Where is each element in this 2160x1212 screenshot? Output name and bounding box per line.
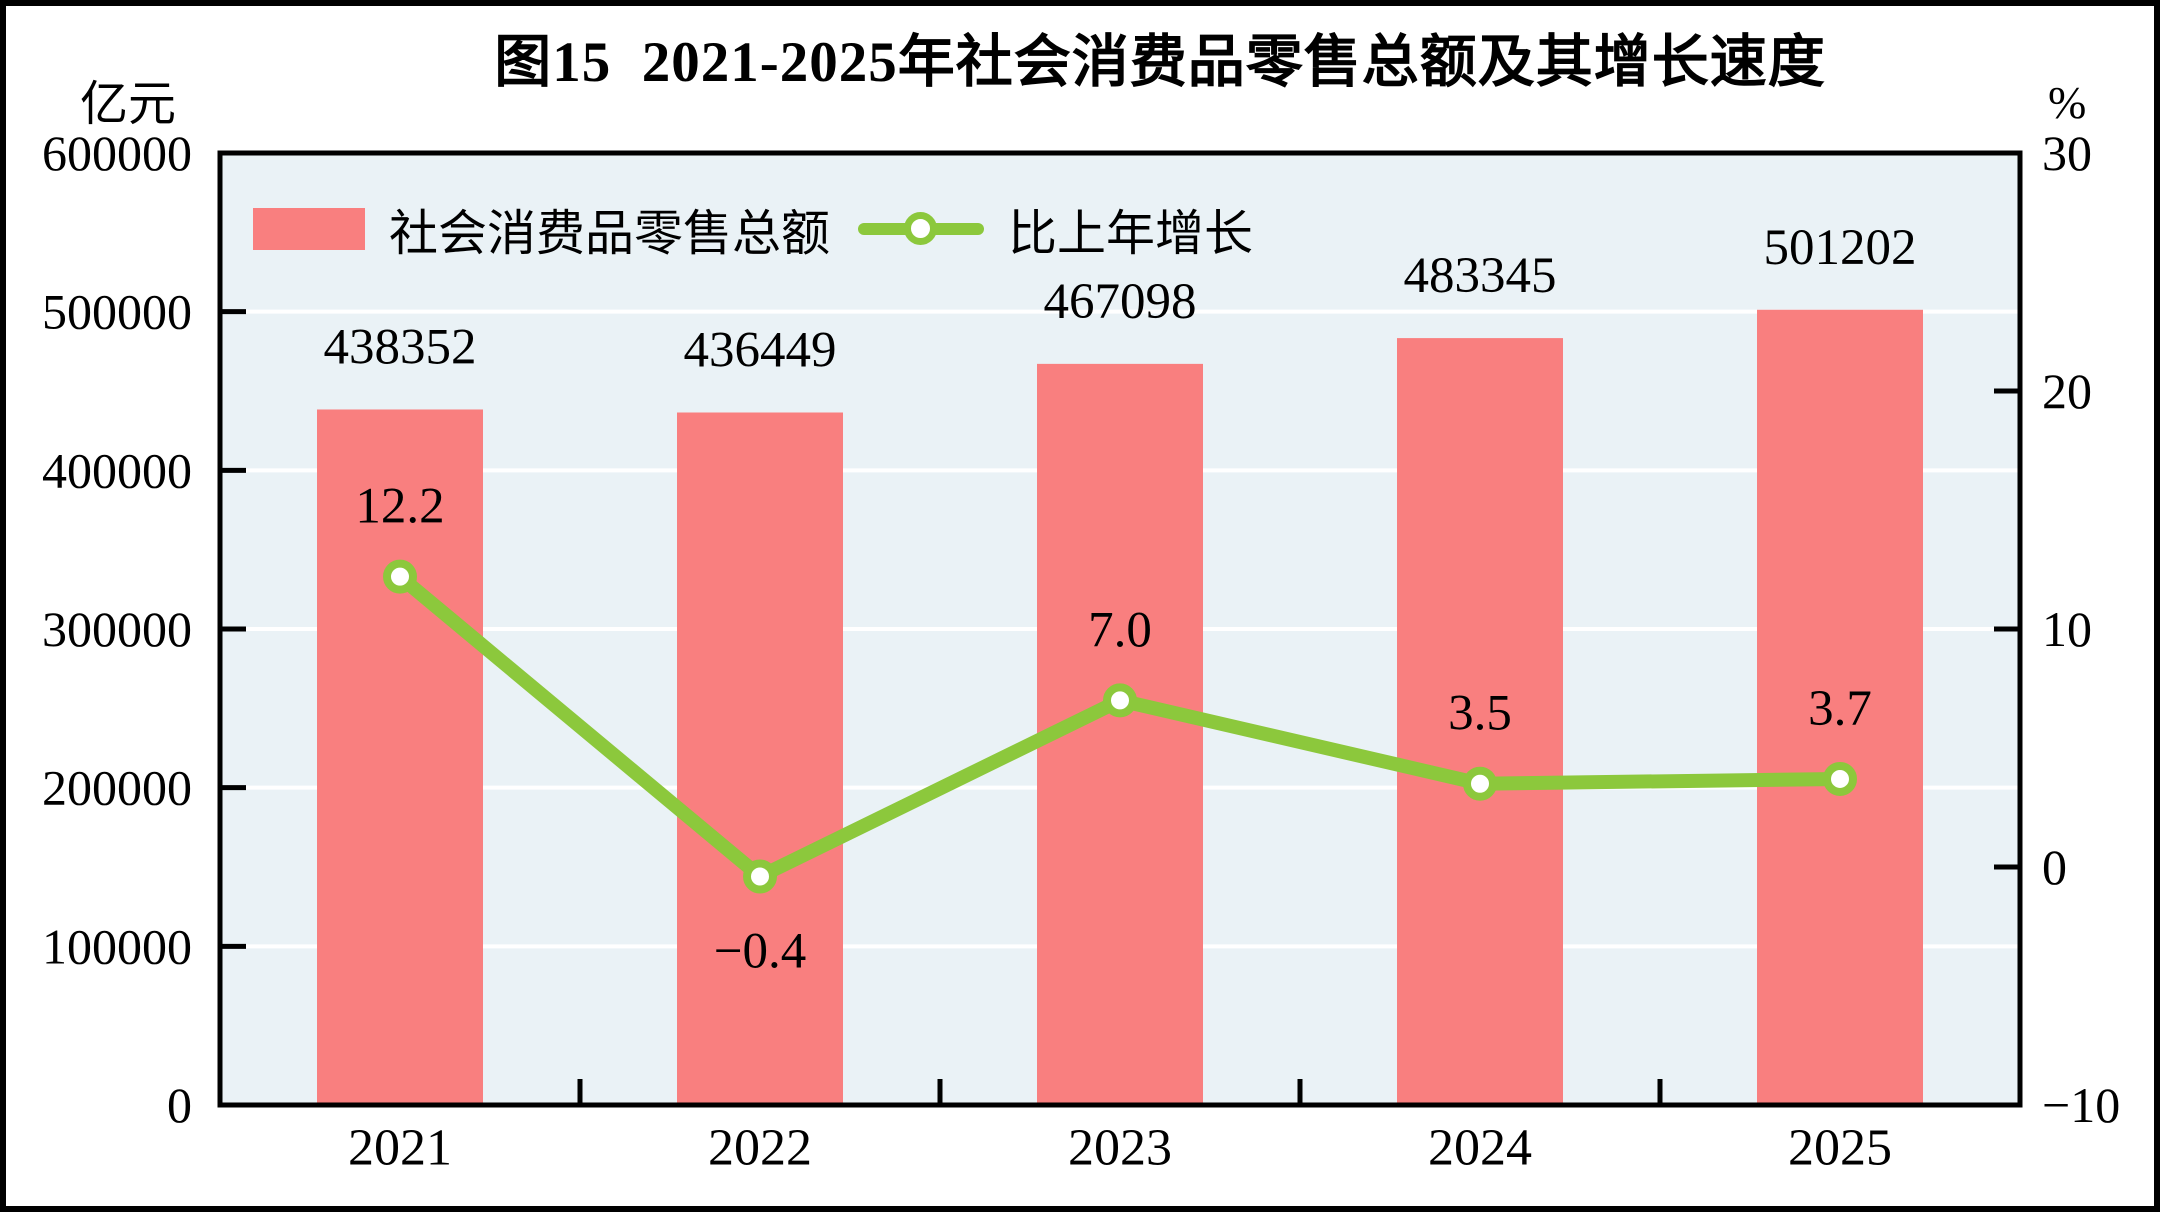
bar-2021 — [317, 409, 483, 1105]
growth-value-label-2025: 3.7 — [1808, 681, 1872, 737]
left-axis-tick-label: 500000 — [42, 284, 192, 340]
legend-bar-label: 社会消费品零售总额 — [389, 205, 831, 261]
left-axis-tick-label: 200000 — [42, 760, 192, 816]
x-axis-label-2025: 2025 — [1788, 1120, 1892, 1177]
growth-value-label-2023: 7.0 — [1088, 602, 1152, 658]
x-axis-label-2021: 2021 — [348, 1120, 452, 1177]
right-axis-tick-label: 30 — [2042, 125, 2092, 181]
growth-value-label-2024: 3.5 — [1448, 686, 1512, 742]
bar-2022 — [677, 412, 843, 1105]
legend-line-marker-icon — [858, 212, 985, 246]
right-axis-tick-label: −10 — [2042, 1077, 2120, 1133]
legend-marker-circle-icon — [904, 212, 938, 245]
left-axis-tick-label: 600000 — [42, 125, 192, 181]
left-axis-tick-label: 400000 — [42, 442, 192, 498]
bar-value-label-2024: 483345 — [1404, 248, 1557, 304]
legend-line-label: 比上年增长 — [1008, 205, 1254, 261]
growth-marker-2023 — [1103, 683, 1137, 718]
bar-value-label-2023: 467098 — [1044, 274, 1197, 330]
right-axis-tick-label: 0 — [2042, 839, 2067, 895]
legend: 社会消费品零售总额 比上年增长 — [253, 201, 1253, 261]
chart-title: 图15 2021-2025年社会消费品零售总额及其增长速度 — [494, 31, 1826, 94]
legend-bar-swatch-icon — [253, 208, 365, 250]
right-axis-tick-label: 20 — [2042, 363, 2092, 419]
x-axis-label-2024: 2024 — [1428, 1120, 1532, 1177]
growth-marker-2021 — [383, 559, 417, 594]
bar-2024 — [1397, 338, 1563, 1105]
growth-marker-2024 — [1463, 766, 1497, 801]
growth-value-label-2022: −0.4 — [714, 924, 807, 980]
growth-marker-2025 — [1823, 761, 1857, 796]
right-axis-unit-label: % — [2048, 77, 2087, 128]
right-axis-tick-label: 10 — [2042, 601, 2092, 657]
bar-2025 — [1757, 309, 1923, 1105]
bar-value-label-2021: 438352 — [324, 319, 477, 375]
x-axis-label-2022: 2022 — [708, 1120, 812, 1177]
bar-value-label-2022: 436449 — [684, 323, 837, 379]
growth-value-label-2021: 12.2 — [355, 479, 444, 535]
x-axis-label-2023: 2023 — [1068, 1120, 1172, 1177]
left-axis-tick-label: 0 — [167, 1077, 192, 1133]
left-axis-tick-label: 100000 — [42, 918, 192, 974]
left-axis-unit-label: 亿元 — [79, 78, 176, 131]
bar-value-label-2025: 501202 — [1764, 220, 1917, 276]
left-axis-tick-label: 300000 — [42, 601, 192, 657]
growth-marker-2022 — [743, 859, 777, 894]
